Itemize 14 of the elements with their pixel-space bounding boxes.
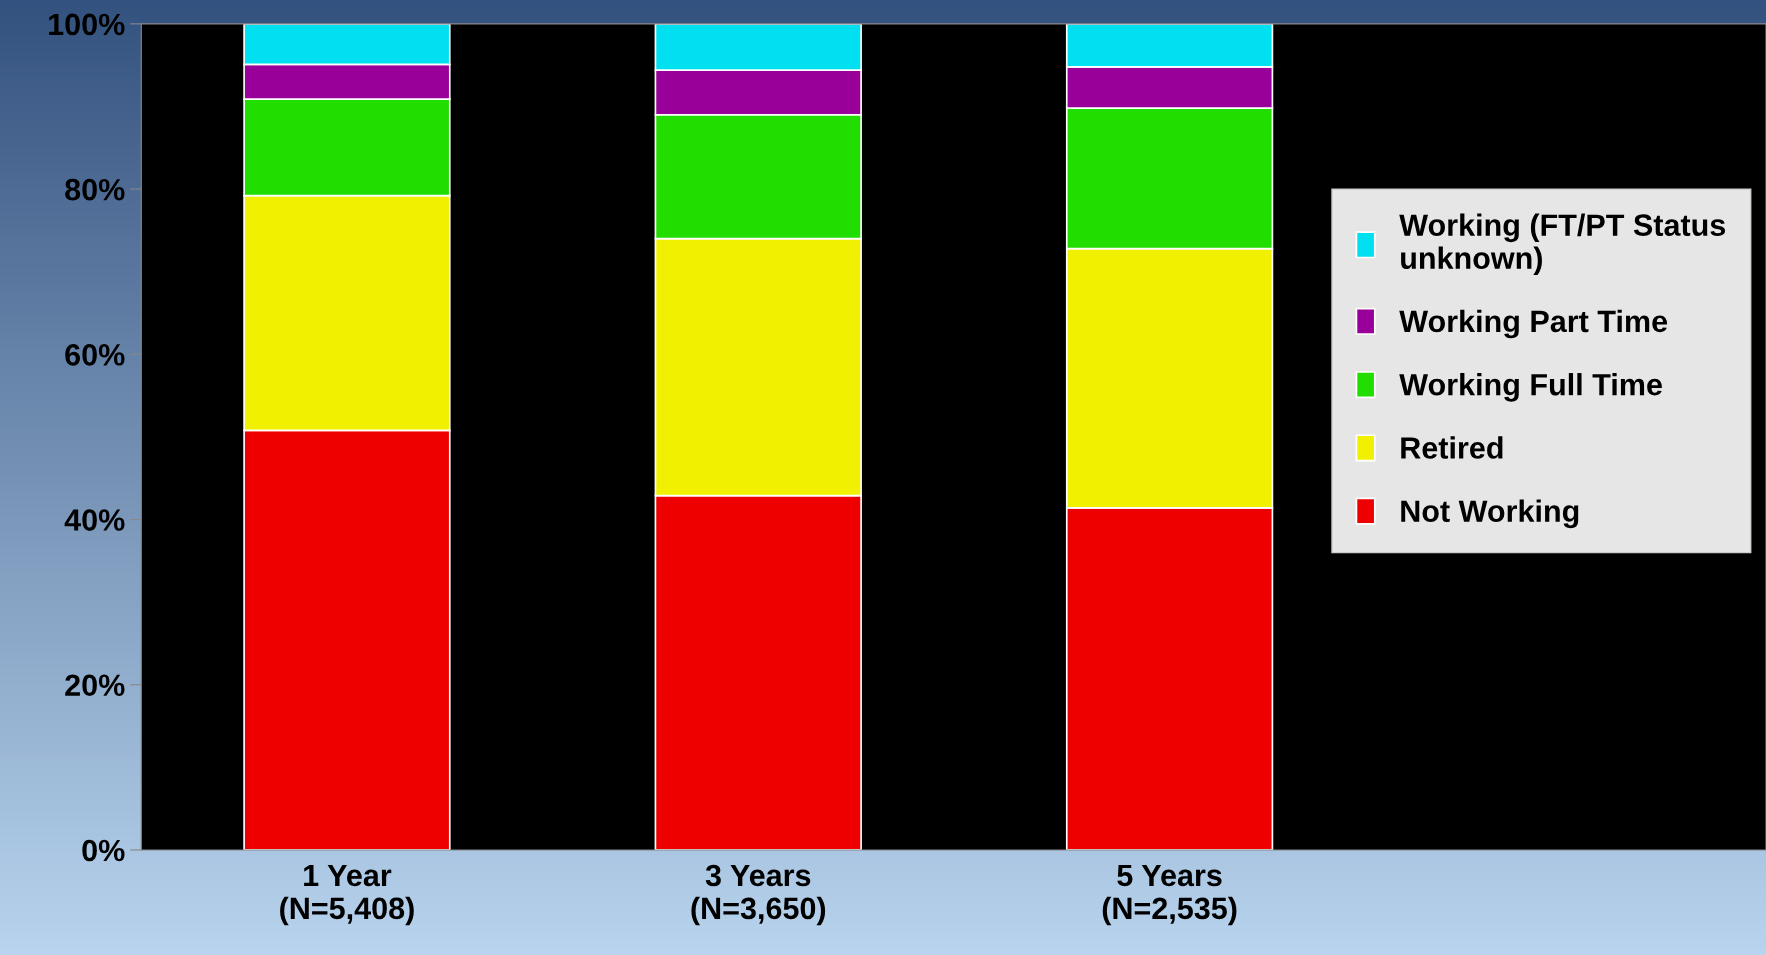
legend-label: Working (FT/PT Status unknown) (1399, 213, 1726, 276)
y-tick-label: 60% (65, 344, 125, 366)
y-tick-label: 20% (65, 674, 125, 697)
y-tick-label: 40% (64, 509, 125, 531)
legend-label: Not Working (1401, 499, 1579, 529)
x-tick-label: 1 Year (N=5,408) (280, 864, 414, 926)
legend-label: Working Part Time (1399, 309, 1668, 339)
y-tick-label: 80% (65, 178, 125, 201)
y-tick-label: 0% (82, 839, 125, 862)
x-tick-label: 3 Years (N=3,650) (691, 864, 826, 926)
legend-label: Retired (1401, 436, 1503, 459)
x-tick-label: 5 Years (N=2,535) (1102, 864, 1237, 926)
y-tick-label: 100% (49, 13, 125, 36)
legend-label: Working Full Time (1399, 373, 1662, 402)
